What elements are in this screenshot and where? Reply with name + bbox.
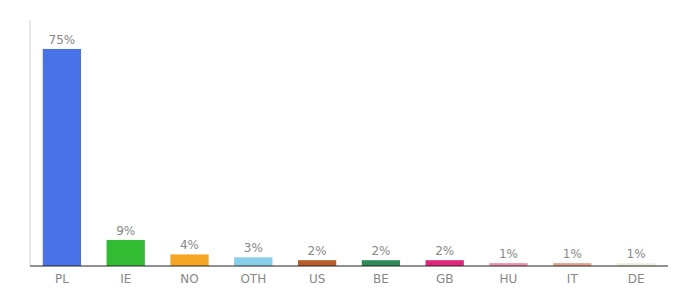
bar bbox=[362, 260, 400, 266]
x-tick-label: HU bbox=[500, 272, 518, 286]
data-label: 1% bbox=[563, 247, 582, 261]
bar bbox=[426, 260, 464, 266]
data-label: 4% bbox=[180, 238, 199, 252]
bar bbox=[234, 257, 272, 266]
x-tick-label: PL bbox=[55, 272, 69, 286]
data-label: 2% bbox=[371, 244, 390, 258]
bars bbox=[43, 49, 655, 266]
chart-container: PL IE NO OTH US BE GB HU IT DE 75% 9% 4% 3% 2% 2% 2% 1% 1%… bbox=[0, 0, 680, 300]
data-label: 3% bbox=[244, 241, 263, 255]
x-tick-label: IT bbox=[567, 272, 579, 286]
data-label: 2% bbox=[435, 244, 454, 258]
bar bbox=[298, 260, 336, 266]
x-axis-line bbox=[30, 265, 668, 266]
chart-svg: PL IE NO OTH US BE GB HU IT DE 75% 9% 4% 3% 2% 2% 2% 1% 1%… bbox=[0, 0, 680, 300]
x-tick-label: OTH bbox=[240, 272, 266, 286]
bar bbox=[107, 240, 145, 266]
data-label: 75% bbox=[49, 33, 76, 47]
x-tick-label: GB bbox=[436, 272, 454, 286]
bar bbox=[170, 254, 208, 266]
x-tick-label: IE bbox=[120, 272, 131, 286]
data-label: 1% bbox=[499, 247, 518, 261]
y-axis-line bbox=[30, 20, 31, 266]
data-label: 1% bbox=[627, 247, 646, 261]
data-label: 9% bbox=[116, 224, 135, 238]
data-label: 2% bbox=[308, 244, 327, 258]
x-tick-label: US bbox=[309, 272, 325, 286]
bar bbox=[43, 49, 81, 266]
x-tick-label: BE bbox=[373, 272, 389, 286]
x-tick-label: NO bbox=[180, 272, 198, 286]
x-tick-label: DE bbox=[628, 272, 645, 286]
